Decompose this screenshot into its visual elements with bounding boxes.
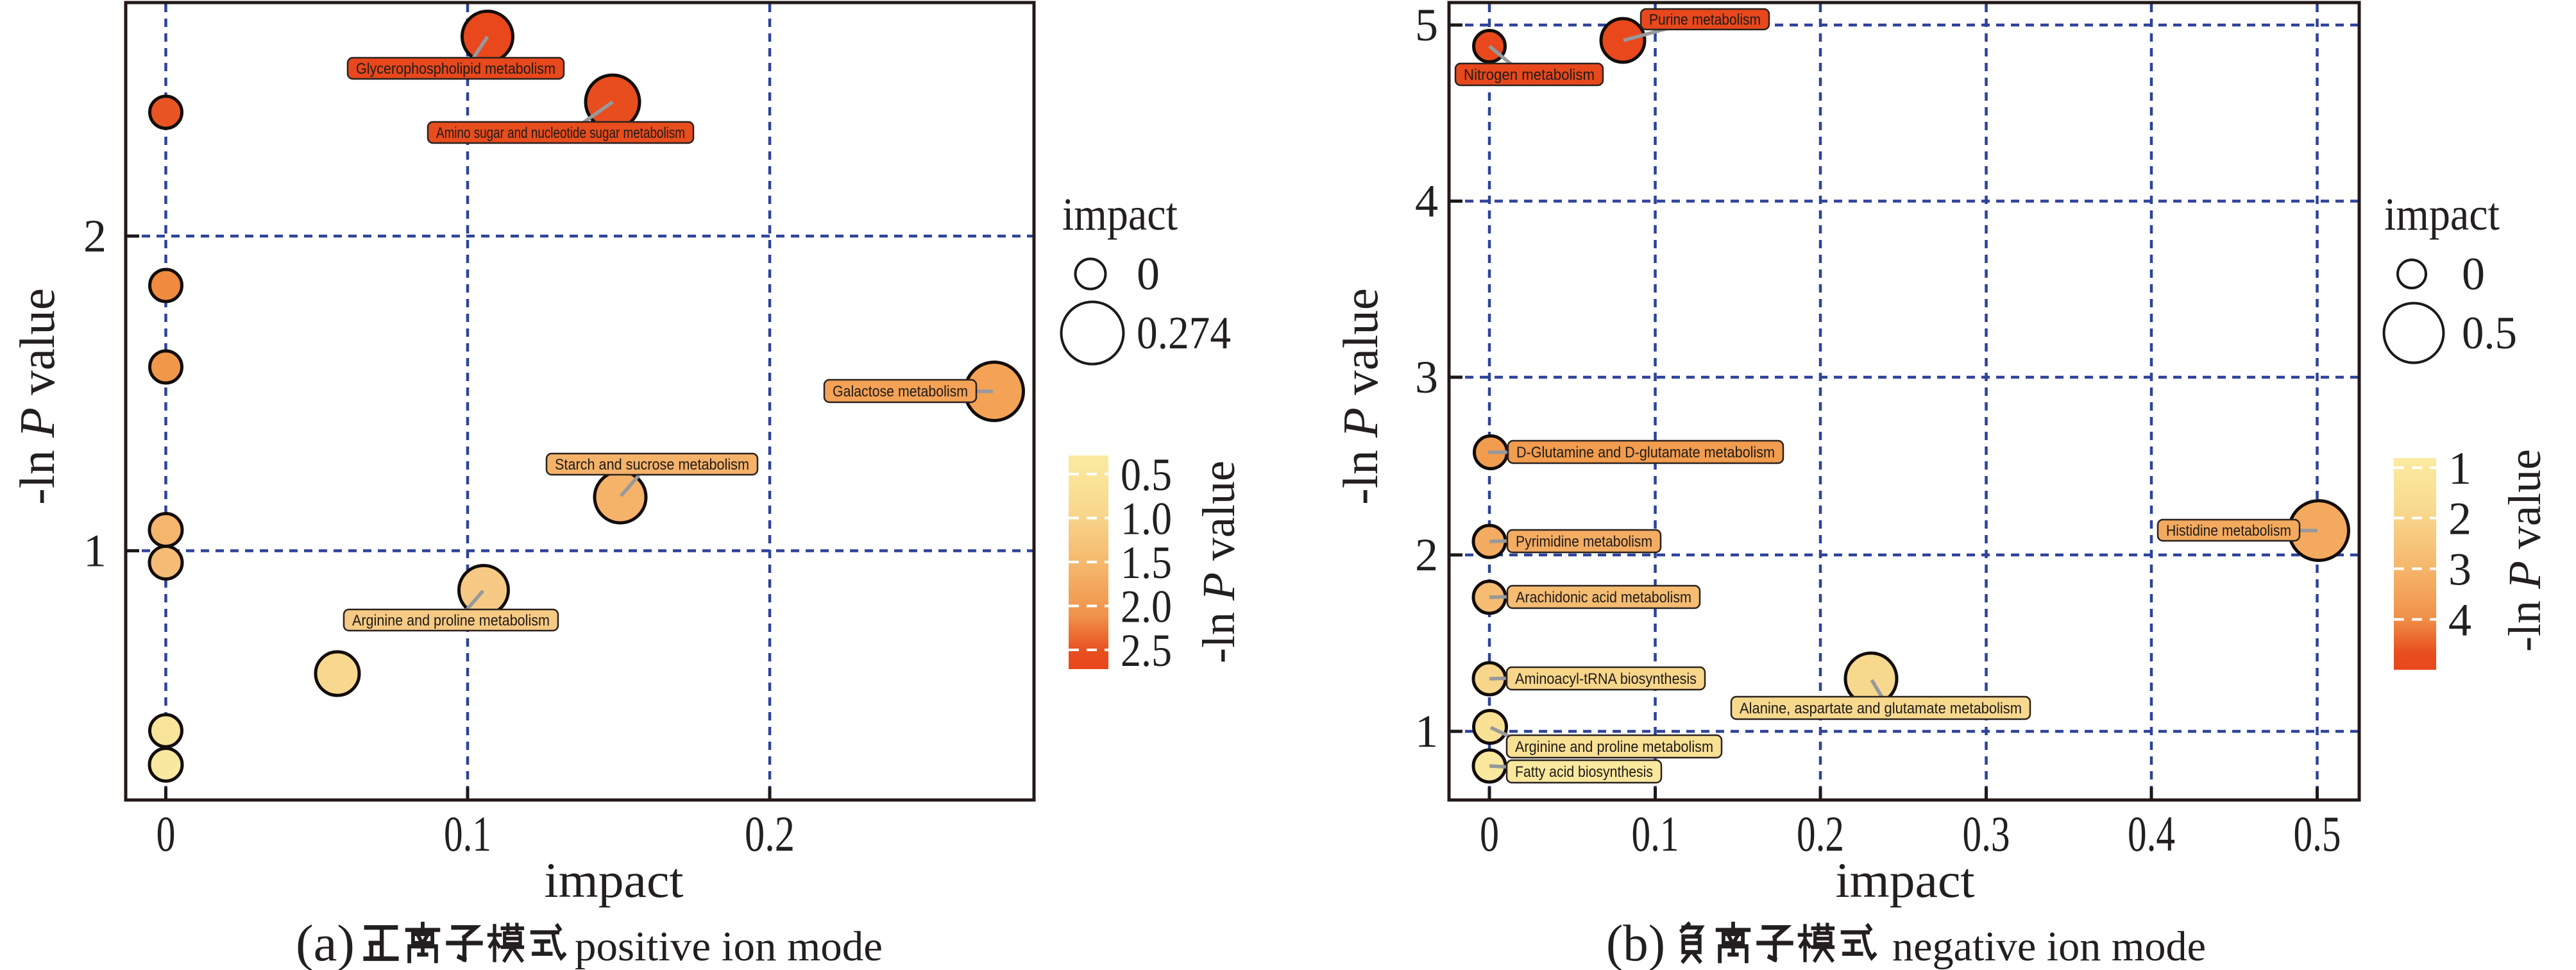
svg-text:0: 0 — [1480, 806, 1499, 862]
svg-text:Aminoacyl-tRNA biosynthesis: Aminoacyl-tRNA biosynthesis — [1515, 670, 1697, 688]
svg-text:0.274: 0.274 — [1137, 307, 1231, 359]
svg-text:1.0: 1.0 — [1121, 493, 1172, 545]
svg-text:0.2: 0.2 — [745, 806, 795, 862]
svg-text:Pyrimidine metabolism: Pyrimidine metabolism — [1516, 533, 1652, 550]
svg-text:2: 2 — [1415, 529, 1438, 581]
svg-text:1.5: 1.5 — [1121, 537, 1172, 588]
svg-text:Histidine metabolism: Histidine metabolism — [2166, 522, 2291, 540]
svg-text:0.3: 0.3 — [1963, 806, 2010, 862]
svg-text:Galactose metabolism: Galactose metabolism — [833, 383, 968, 400]
svg-text:2.5: 2.5 — [1121, 625, 1172, 676]
svg-text:impact: impact — [1836, 853, 1975, 908]
svg-text:Arginine and proline metabolis: Arginine and proline metabolism — [352, 612, 550, 629]
svg-text:0.1: 0.1 — [1632, 806, 1679, 862]
svg-text:0: 0 — [157, 806, 176, 862]
svg-text:Amino sugar and nucleotide sug: Amino sugar and nucleotide sugar metabol… — [436, 124, 685, 142]
svg-text:3: 3 — [2448, 544, 2471, 595]
svg-text:0.5: 0.5 — [1121, 449, 1172, 500]
svg-text:impact: impact — [545, 853, 684, 908]
svg-text:Purine metabolism: Purine metabolism — [1649, 12, 1761, 29]
svg-text:1: 1 — [2448, 443, 2471, 494]
svg-text:5: 5 — [1415, 0, 1438, 51]
svg-text:-ln P value: -ln P value — [2499, 449, 2550, 652]
svg-text:0.5: 0.5 — [2462, 307, 2517, 359]
svg-text:3: 3 — [1415, 352, 1438, 403]
svg-text:impact: impact — [1062, 189, 1178, 240]
svg-text:0.4: 0.4 — [2128, 806, 2175, 862]
svg-text:2.0: 2.0 — [1121, 581, 1172, 633]
svg-text:0: 0 — [2462, 248, 2485, 300]
svg-text:Arachidonic acid metabolism: Arachidonic acid metabolism — [1516, 589, 1691, 606]
svg-text:0: 0 — [1137, 248, 1160, 300]
svg-text:(a): (a) — [296, 915, 355, 970]
svg-text:-ln P value: -ln P value — [1333, 288, 1388, 505]
svg-text:-ln P value: -ln P value — [10, 288, 65, 505]
svg-text:Arginine and proline metabolis: Arginine and proline metabolism — [1515, 738, 1713, 756]
svg-text:0.5: 0.5 — [2294, 806, 2341, 862]
svg-text:Glycerophospholipid metabolism: Glycerophospholipid metabolism — [356, 60, 555, 78]
svg-text:0.1: 0.1 — [444, 806, 491, 862]
svg-text:2: 2 — [83, 210, 106, 262]
svg-text:1: 1 — [83, 525, 106, 577]
svg-text:0.2: 0.2 — [1797, 806, 1844, 862]
svg-text:4: 4 — [1415, 176, 1438, 227]
svg-text:Nitrogen metabolism: Nitrogen metabolism — [1464, 67, 1595, 84]
svg-text:D-Glutamine and D-glutamate me: D-Glutamine and D-glutamate metabolism — [1516, 444, 1775, 461]
svg-text:negative ion mode: negative ion mode — [1892, 923, 2206, 970]
svg-text:positive ion mode: positive ion mode — [575, 923, 883, 970]
svg-text:Fatty acid biosynthesis: Fatty acid biosynthesis — [1515, 763, 1653, 781]
svg-text:Starch and sucrose metabolism: Starch and sucrose metabolism — [555, 456, 749, 473]
svg-text:1: 1 — [1415, 706, 1438, 757]
svg-text:impact: impact — [2384, 189, 2500, 240]
svg-text:4: 4 — [2448, 595, 2471, 646]
svg-text:-ln P value: -ln P value — [1193, 461, 1244, 663]
svg-text:(b): (b) — [1606, 915, 1665, 970]
svg-text:Alanine, aspartate and glutama: Alanine, aspartate and glutamate metabol… — [1740, 700, 2022, 717]
svg-text:2: 2 — [2448, 493, 2471, 545]
